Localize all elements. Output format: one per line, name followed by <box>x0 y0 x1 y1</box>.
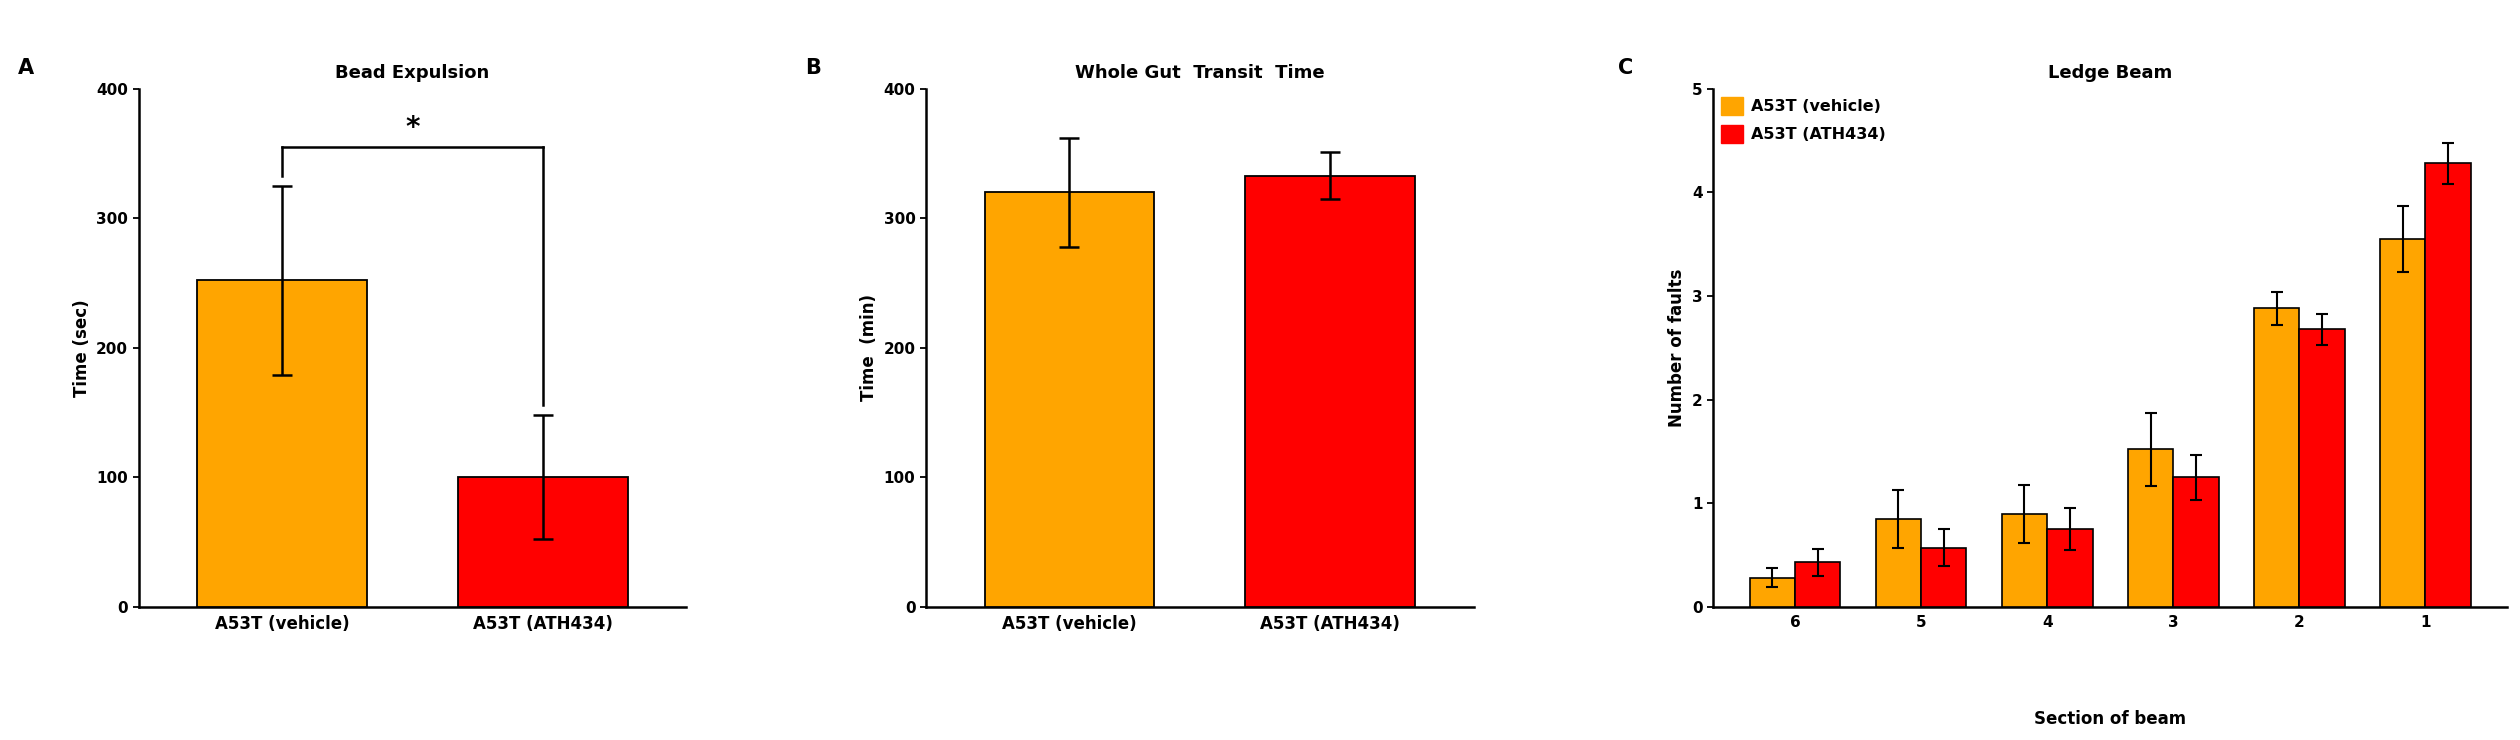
Title: Ledge Beam: Ledge Beam <box>2049 64 2172 81</box>
Bar <box>2424 164 2470 607</box>
Text: B: B <box>806 58 822 78</box>
Bar <box>459 477 627 607</box>
Bar <box>2127 449 2172 607</box>
Bar <box>985 192 1154 607</box>
Legend: A53T (vehicle), A53T (ATH434): A53T (vehicle), A53T (ATH434) <box>1721 97 1885 144</box>
Bar <box>1920 548 1966 607</box>
Title: Whole Gut  Transit  Time: Whole Gut Transit Time <box>1076 64 1326 81</box>
Bar <box>2298 329 2344 607</box>
Text: A: A <box>18 58 35 78</box>
Y-axis label: Time  (min): Time (min) <box>859 295 877 401</box>
Y-axis label: Number of faults: Number of faults <box>1668 269 1686 427</box>
Bar <box>2001 514 2046 607</box>
Bar <box>2379 239 2424 607</box>
Bar <box>1749 578 1794 607</box>
Bar <box>1875 519 1920 607</box>
Bar <box>1245 175 1414 607</box>
Text: *: * <box>406 114 421 142</box>
Bar <box>2172 477 2218 607</box>
Bar <box>197 280 368 607</box>
Bar <box>2046 529 2092 607</box>
Y-axis label: Time (sec): Time (sec) <box>73 299 91 397</box>
Text: C: C <box>1618 58 1633 78</box>
Bar <box>1794 562 1840 607</box>
Title: Bead Expulsion: Bead Expulsion <box>335 64 489 81</box>
Bar <box>2253 309 2298 607</box>
Text: Section of beam: Section of beam <box>2034 710 2187 728</box>
